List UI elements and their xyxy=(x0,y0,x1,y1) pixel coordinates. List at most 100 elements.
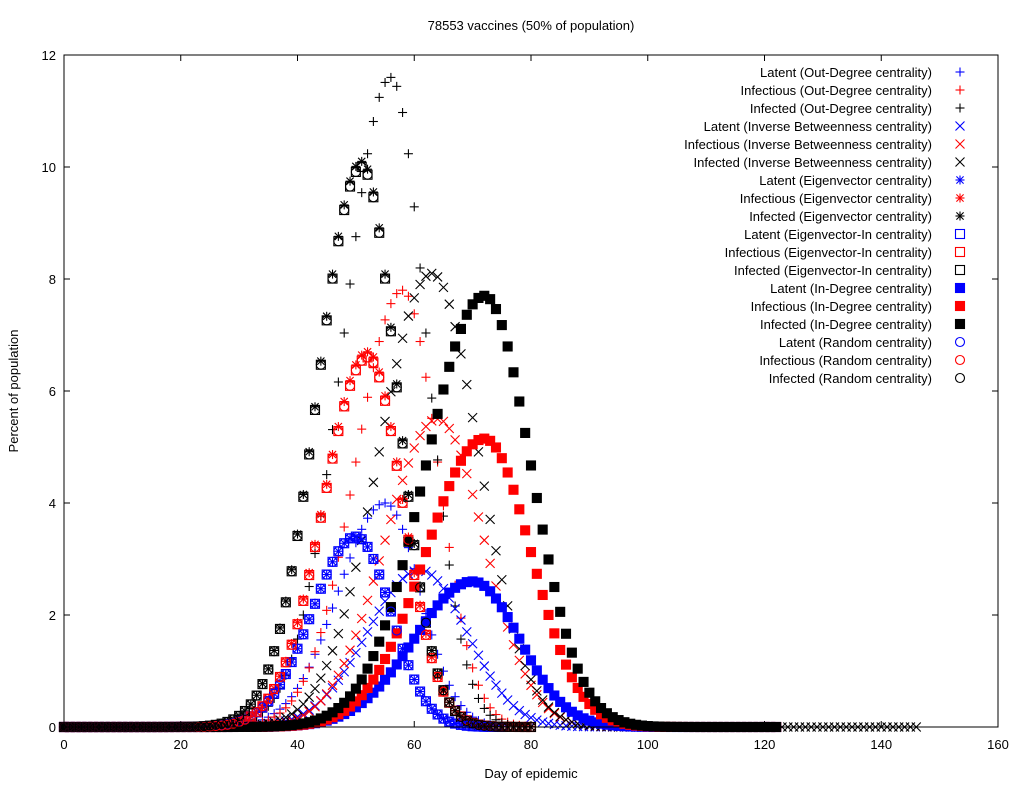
data-point xyxy=(531,686,542,696)
plot-frame xyxy=(63,54,999,728)
data-point xyxy=(356,355,367,366)
data-point xyxy=(415,279,425,290)
data-point xyxy=(468,679,478,689)
data-point xyxy=(397,643,408,654)
data-point xyxy=(520,709,531,720)
data-point xyxy=(433,455,443,465)
data-point xyxy=(409,512,420,523)
data-point xyxy=(409,674,420,685)
data-point xyxy=(351,457,361,467)
data-point xyxy=(380,653,391,665)
data-point xyxy=(280,597,291,608)
data-point xyxy=(339,658,350,669)
data-point xyxy=(286,566,297,577)
data-point xyxy=(461,468,472,479)
data-point xyxy=(473,719,484,730)
data-point xyxy=(438,713,449,724)
data-point xyxy=(403,660,413,670)
data-point xyxy=(398,524,408,534)
legend-label: Latent (Random centrality) xyxy=(779,335,932,350)
data-point xyxy=(374,227,385,238)
data-point xyxy=(350,562,361,573)
data-point xyxy=(351,232,361,242)
data-point xyxy=(315,583,326,594)
data-point xyxy=(344,533,356,544)
data-point xyxy=(315,512,326,523)
data-point xyxy=(363,392,373,402)
data-point xyxy=(537,695,548,705)
data-point xyxy=(193,721,204,732)
data-point xyxy=(427,393,437,403)
data-point xyxy=(357,188,367,198)
data-point xyxy=(281,703,291,713)
data-point xyxy=(257,679,268,690)
data-point xyxy=(286,639,297,650)
data-point xyxy=(397,333,408,344)
data-point xyxy=(374,664,385,675)
data-point xyxy=(321,688,332,699)
data-point xyxy=(450,435,461,445)
data-point xyxy=(380,535,390,546)
data-point xyxy=(350,647,361,658)
data-point xyxy=(322,570,332,580)
data-point xyxy=(520,644,531,655)
data-point xyxy=(526,712,536,723)
data-point xyxy=(461,309,472,320)
x-tick-label: 160 xyxy=(987,737,1009,752)
data-point xyxy=(496,574,507,585)
data-point xyxy=(427,630,437,640)
legend-marker xyxy=(954,354,966,366)
data-point xyxy=(339,328,349,338)
legend-marker xyxy=(954,336,966,348)
legend-marker xyxy=(955,211,965,221)
data-point xyxy=(479,661,490,671)
data-point xyxy=(420,460,431,471)
data-point xyxy=(374,446,385,457)
data-point xyxy=(444,697,454,707)
legend-label: Infected (Eigenvector-In centrality) xyxy=(734,263,932,278)
data-point xyxy=(345,553,355,563)
data-point xyxy=(415,486,426,497)
data-point xyxy=(467,718,478,729)
data-point xyxy=(455,323,467,335)
x-tick-label: 140 xyxy=(870,737,892,752)
data-point xyxy=(327,273,338,284)
data-point xyxy=(526,674,536,685)
data-point xyxy=(572,682,583,694)
data-point xyxy=(362,682,373,694)
data-point xyxy=(514,705,525,716)
data-point xyxy=(479,720,490,731)
data-point xyxy=(309,542,321,553)
data-point xyxy=(467,299,478,310)
data-point xyxy=(461,715,472,726)
data-point xyxy=(309,404,321,416)
data-point xyxy=(333,377,343,387)
data-point xyxy=(467,412,478,423)
legend-label: Infectious (Out-Degree centrality) xyxy=(741,83,932,98)
y-tick-label: 4 xyxy=(49,496,56,511)
data-point xyxy=(234,710,245,721)
data-point xyxy=(363,542,373,552)
data-point xyxy=(502,467,513,478)
data-point xyxy=(345,279,355,289)
data-point xyxy=(245,699,256,710)
data-point xyxy=(444,361,455,372)
data-point xyxy=(415,337,425,347)
data-point xyxy=(438,593,449,604)
data-point xyxy=(339,205,350,216)
data-point xyxy=(549,628,560,639)
legend-marker xyxy=(954,282,966,294)
data-point xyxy=(345,645,355,656)
data-point xyxy=(426,646,437,657)
data-point xyxy=(210,719,221,730)
data-point xyxy=(403,642,414,653)
data-point xyxy=(392,289,402,299)
data-point xyxy=(392,81,402,91)
data-point xyxy=(555,644,566,656)
data-point xyxy=(473,650,484,661)
data-point xyxy=(385,641,396,652)
data-point xyxy=(525,655,537,666)
data-point xyxy=(327,556,338,567)
data-point xyxy=(344,691,356,702)
data-point xyxy=(397,560,408,571)
